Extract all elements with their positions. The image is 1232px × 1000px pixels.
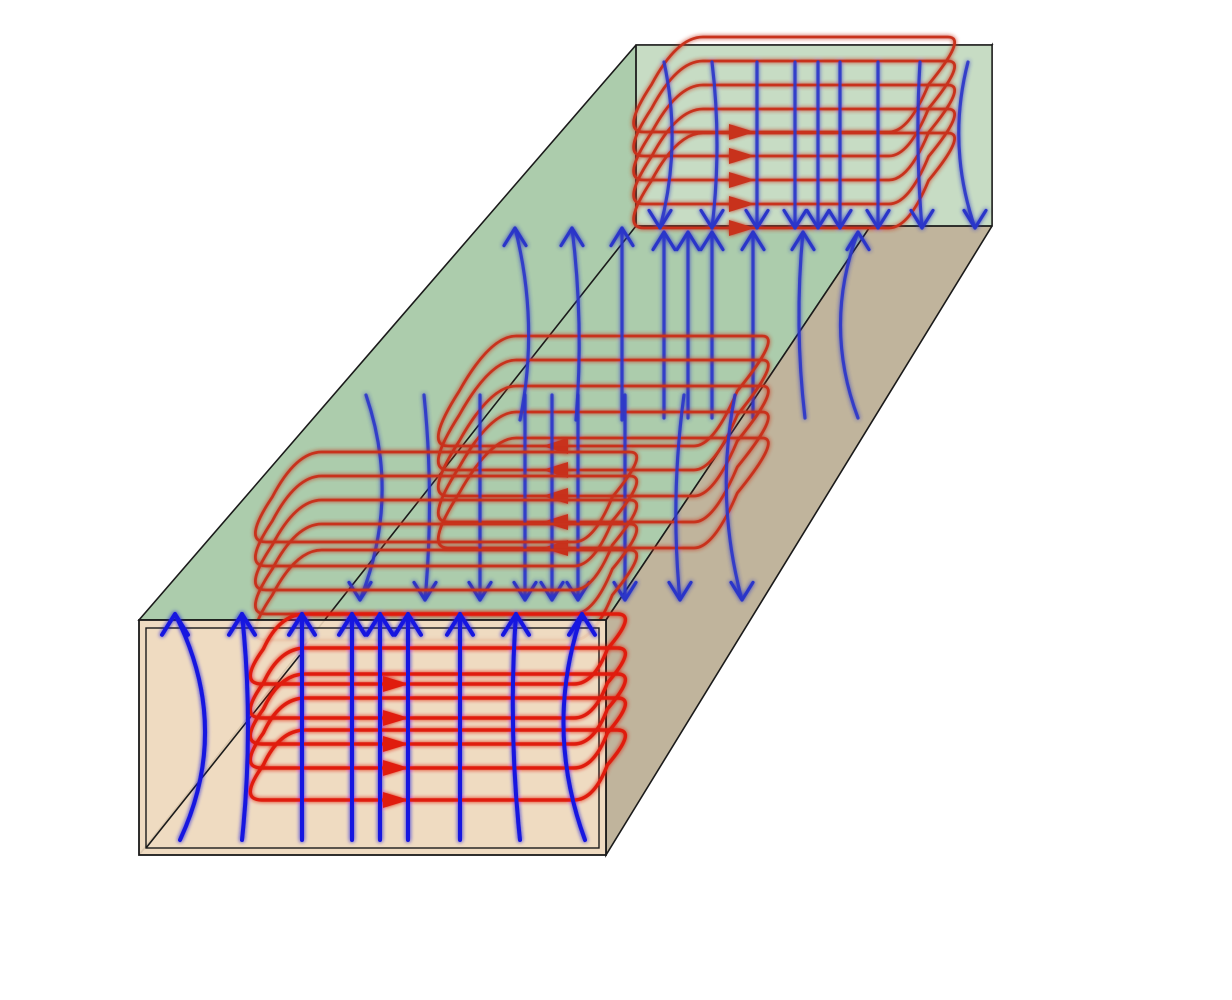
e-field-line [957, 60, 977, 230]
h-field-arrowhead [729, 220, 755, 236]
h-field-arrowhead [542, 462, 568, 478]
h-field-arrowhead [383, 676, 409, 692]
e-field-line [570, 226, 581, 422]
e-field-line [510, 612, 522, 842]
h-field-loop [248, 646, 628, 720]
e-field-arrowhead [287, 612, 317, 637]
front-face-group [138, 619, 607, 856]
e-field-arrowhead [740, 230, 766, 252]
e-field-line [724, 393, 744, 602]
h-field-arrowhead [542, 438, 568, 454]
e-field-arrowhead [729, 580, 755, 602]
e-field-arrowhead [675, 230, 701, 252]
e-field-arrowhead [445, 612, 475, 637]
e-field-arrowhead [539, 580, 565, 602]
h-field-loop [436, 358, 770, 472]
h-field-arrowhead [542, 514, 568, 530]
h-field-loop [436, 334, 770, 448]
h-field-arrowhead [383, 792, 409, 808]
e-field-line [658, 60, 674, 230]
e-field-arrowhead [567, 612, 597, 637]
e-field-arrowhead [782, 208, 808, 230]
e-field-arrowhead [512, 580, 538, 602]
field-group-middle [347, 226, 770, 602]
e-field-arrowhead [865, 208, 891, 230]
h-field-arrowhead [542, 540, 568, 556]
h-field-loop [436, 410, 770, 524]
e-field-line [916, 60, 924, 230]
h-field-loop [436, 436, 770, 550]
h-field-arrowhead [383, 736, 409, 752]
field-group-near [160, 612, 628, 842]
e-field-arrowhead [667, 580, 693, 602]
e-field-line [838, 230, 860, 420]
e-field-arrowhead [805, 208, 831, 230]
e-field-arrowhead [909, 208, 935, 230]
e-field-line [173, 612, 207, 842]
e-field-line [674, 393, 686, 602]
h-field-loop [254, 450, 639, 544]
h-field-arrowhead [729, 172, 755, 188]
field-group-far [632, 35, 988, 420]
e-field-arrowhead [502, 226, 528, 248]
e-field-arrowhead [845, 230, 871, 252]
e-field-arrowhead [559, 226, 585, 248]
e-field-arrowhead [467, 580, 493, 602]
front-face [138, 619, 607, 856]
h-field-arrowhead [729, 124, 755, 140]
h-field-loop [248, 612, 628, 686]
e-field-arrowhead [227, 612, 257, 637]
e-field-arrowhead [647, 208, 673, 230]
e-field-line [710, 60, 719, 230]
e-field-line [513, 226, 531, 422]
e-field-arrowhead [412, 580, 438, 602]
e-field-arrowhead [365, 612, 395, 637]
h-field-arrowhead [729, 196, 755, 212]
e-field-line [561, 612, 587, 842]
e-field-arrowhead [651, 230, 677, 252]
e-field-arrowhead [347, 580, 373, 602]
h-field-arrowhead [729, 148, 755, 164]
e-field-line [797, 230, 807, 420]
e-field-arrowhead [609, 226, 635, 248]
e-field-arrowhead [827, 208, 853, 230]
e-field-arrowhead [501, 612, 531, 637]
hidden-edge-diagonal [145, 654, 301, 849]
e-field-arrowhead [790, 230, 816, 252]
h-field-loop [436, 384, 770, 498]
e-field-line [358, 393, 384, 602]
e-field-arrowhead [393, 612, 423, 637]
h-field-arrowhead [383, 710, 409, 726]
e-field-arrowhead [565, 580, 591, 602]
e-field-arrowhead [962, 208, 988, 230]
e-field-arrowhead [744, 208, 770, 230]
h-field-loop [632, 35, 957, 134]
e-field-arrowhead [160, 612, 190, 637]
e-field-arrowhead [699, 230, 725, 252]
e-field-line [422, 393, 432, 602]
h-field-loop [248, 728, 628, 802]
h-field-arrowhead [383, 760, 409, 776]
e-field-arrowhead [337, 612, 367, 637]
h-field-loop [248, 672, 628, 746]
e-field-line [240, 612, 250, 842]
e-field-arrowhead [699, 208, 725, 230]
